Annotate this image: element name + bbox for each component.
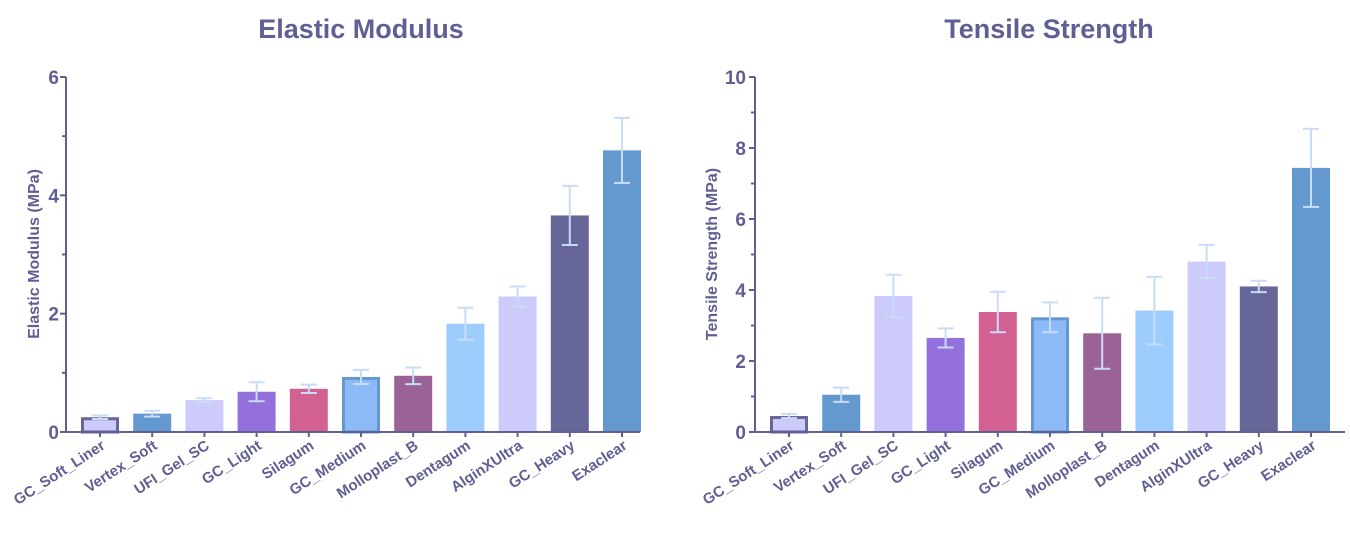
y-tick-label: 6 (48, 68, 59, 89)
error-bar (1250, 279, 1267, 294)
x-tick-label: GC_Light (199, 437, 265, 488)
bar-exaclear (1292, 167, 1330, 432)
error-bar (405, 366, 422, 386)
error-bar (509, 285, 526, 308)
y-tick-label: 4 (735, 281, 746, 302)
y-tick-label: 2 (48, 305, 59, 326)
error-bar (614, 116, 630, 184)
bar-alginxultra (498, 296, 537, 432)
y-tick-label: 6 (735, 210, 746, 231)
bar-silagum (289, 388, 328, 432)
error-bar (144, 409, 161, 418)
error-bar (885, 273, 902, 319)
y-axis-label: Tensile Strength (MPa) (704, 168, 721, 340)
bar-exaclear (603, 150, 641, 432)
tensile-strength-chart: Tensile Strength Tensile Strength (MPa) … (700, 14, 1345, 509)
error-bar (92, 414, 108, 420)
elastic-modulus-chart: Elastic Modulus Elastic Modulus (MPa) 0 2… (11, 14, 641, 509)
bar-alginxultra (1187, 261, 1226, 432)
bar-gc-heavy (550, 215, 589, 432)
bar-gc-light (926, 337, 965, 432)
bar-gc-soft-liner (81, 417, 119, 434)
y-tick-label: 2 (735, 352, 746, 373)
x-tick-label: Exaclear (1258, 437, 1319, 485)
x-tick-label: GC_Soft_Liner (700, 437, 797, 509)
y-axis-label: Elastic Modulus (MPa) (26, 169, 43, 339)
error-bar (1094, 296, 1111, 370)
error-bar (457, 306, 474, 341)
x-tick-label: GC_Light (888, 437, 954, 488)
error-bar (1042, 301, 1058, 334)
error-bar (989, 290, 1006, 334)
y-tick-label: 4 (48, 186, 59, 207)
error-bar (196, 397, 213, 403)
bar-molloplast-b (394, 375, 433, 432)
error-bar (833, 386, 850, 403)
bar-vertex-soft (133, 413, 172, 432)
x-tick-label: GC_Soft_Liner (11, 437, 108, 509)
error-bar (1146, 275, 1163, 346)
x-tick-label: Exaclear (569, 437, 630, 485)
chart-title: Tensile Strength (944, 14, 1154, 44)
error-bar (353, 368, 369, 386)
bar-ufi-gel-sc (874, 296, 913, 432)
bar-gc-medium (342, 376, 380, 434)
y-tick-label: 0 (735, 423, 746, 444)
error-bar (248, 381, 265, 403)
error-bar (561, 184, 578, 247)
y-tick-label: 10 (725, 68, 746, 89)
chart-title: Elastic Modulus (258, 14, 464, 44)
bar-gc-medium (1031, 317, 1069, 434)
error-bar (1198, 243, 1215, 280)
error-bar (937, 327, 954, 349)
bar-gc-soft-liner (770, 416, 808, 434)
bar-ufi-gel-sc (185, 400, 224, 432)
error-bar (781, 412, 797, 420)
y-tick-label: 0 (48, 423, 59, 444)
error-bar (300, 383, 317, 394)
error-bar (1303, 127, 1319, 208)
bar-dentagum (446, 323, 485, 432)
bar-gc-heavy (1239, 286, 1278, 432)
y-tick-label: 8 (735, 139, 746, 160)
